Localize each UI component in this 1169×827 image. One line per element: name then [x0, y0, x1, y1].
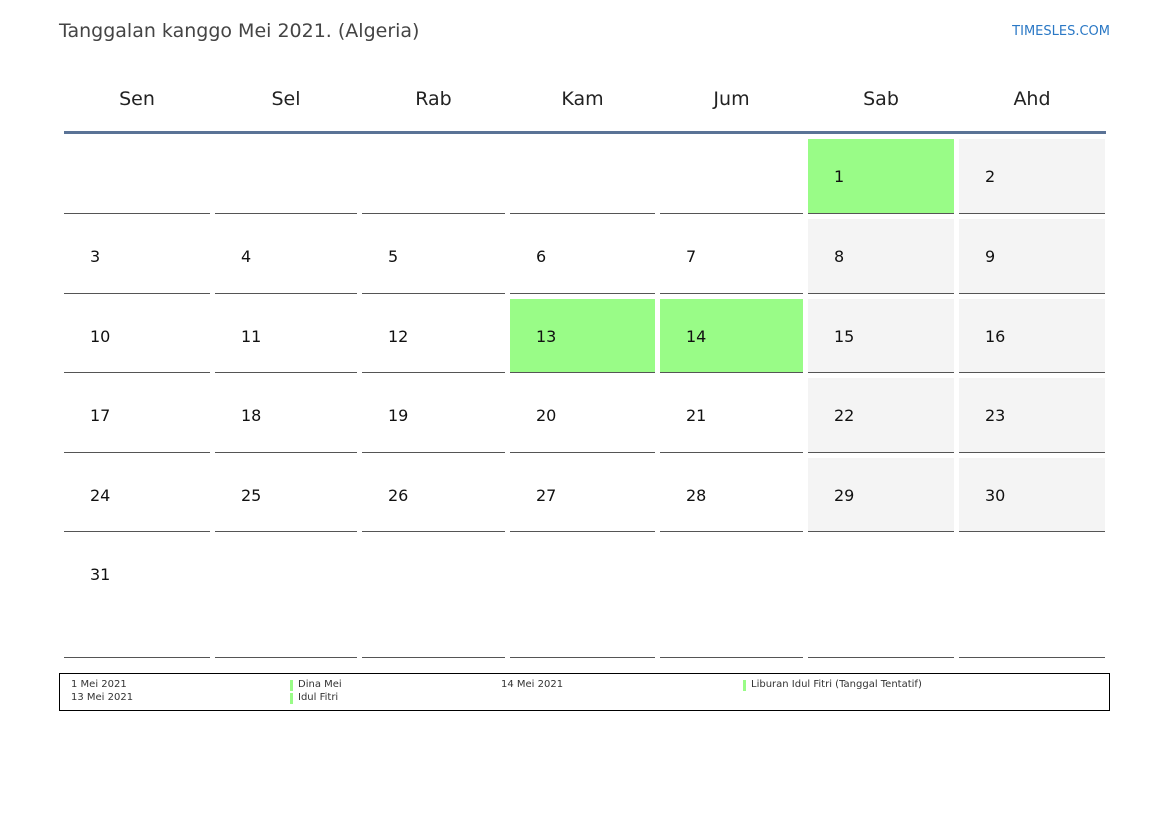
legend-name-3: Liburan Idul Fitri (Tanggal Tentatif): [751, 679, 922, 690]
day-number: 6: [536, 247, 547, 266]
day-number: 26: [388, 486, 409, 505]
day-number: 29: [834, 486, 855, 505]
day-cell[interactable]: 13: [510, 299, 655, 373]
day-number: 11: [241, 327, 262, 346]
day-number: 25: [241, 486, 262, 505]
empty-day-cell: [660, 537, 803, 658]
day-cell[interactable]: 9: [959, 219, 1105, 294]
legend-color-marker: [743, 680, 746, 691]
day-cell[interactable]: 15: [808, 299, 954, 373]
legend-name-1: Dina Mei: [298, 679, 342, 690]
empty-day-cell: [215, 139, 357, 214]
day-number: 2: [985, 167, 996, 186]
day-cell[interactable]: 21: [660, 378, 803, 453]
empty-day-cell: [510, 139, 655, 214]
empty-day-cell: [362, 537, 505, 658]
weekday-header: Sel: [271, 88, 301, 110]
legend-color-marker: [290, 680, 293, 691]
day-cell[interactable]: 27: [510, 458, 655, 532]
day-cell[interactable]: 11: [215, 299, 357, 373]
day-cell[interactable]: 10: [64, 299, 210, 373]
day-cell[interactable]: 1: [808, 139, 954, 214]
day-number: 17: [90, 406, 111, 425]
empty-day-cell: [64, 139, 210, 214]
legend-date-3: 14 Mei 2021: [501, 679, 564, 690]
weekday-header: Ahd: [1013, 88, 1051, 110]
day-cell[interactable]: 5: [362, 219, 505, 294]
weekday-header: Jum: [713, 88, 750, 110]
day-cell[interactable]: 17: [64, 378, 210, 453]
weekday-header-row: Sen Sel Rab Kam Jum Sab Ahd: [64, 78, 1106, 132]
day-number: 24: [90, 486, 111, 505]
day-number: 21: [686, 406, 707, 425]
day-number: 4: [241, 247, 252, 266]
day-cell[interactable]: 23: [959, 378, 1105, 453]
legend-date-1: 1 Mei 2021: [71, 679, 127, 690]
day-number: 10: [90, 327, 111, 346]
day-cell[interactable]: 3: [64, 219, 210, 294]
day-cell[interactable]: 20: [510, 378, 655, 453]
day-number: 5: [388, 247, 399, 266]
day-number: 7: [686, 247, 697, 266]
empty-day-cell: [959, 537, 1105, 658]
day-cell[interactable]: 29: [808, 458, 954, 532]
day-number: 28: [686, 486, 707, 505]
day-cell[interactable]: 18: [215, 378, 357, 453]
weekday-header: Rab: [415, 88, 452, 110]
day-number: 20: [536, 406, 557, 425]
empty-day-cell: [362, 139, 505, 214]
page-title: Tanggalan kanggo Mei 2021. (Algeria): [59, 20, 420, 42]
day-cell[interactable]: 7: [660, 219, 803, 294]
day-cell[interactable]: 22: [808, 378, 954, 453]
day-number: 18: [241, 406, 262, 425]
holiday-legend: 1 Mei 2021 Dina Mei 14 Mei 2021 Liburan …: [59, 673, 1110, 711]
day-cell[interactable]: 6: [510, 219, 655, 294]
day-number: 22: [834, 406, 855, 425]
legend-color-marker: [290, 693, 293, 704]
day-cell[interactable]: 25: [215, 458, 357, 532]
day-number: 12: [388, 327, 409, 346]
day-number: 27: [536, 486, 557, 505]
day-cell[interactable]: 24: [64, 458, 210, 532]
weekday-header: Kam: [561, 88, 604, 110]
legend-name-2: Idul Fitri: [298, 692, 339, 703]
empty-day-cell: [215, 537, 357, 658]
day-number: 16: [985, 327, 1006, 346]
day-cell[interactable]: 28: [660, 458, 803, 532]
legend-date-2: 13 Mei 2021: [71, 692, 134, 703]
day-cell[interactable]: 26: [362, 458, 505, 532]
day-cell[interactable]: 8: [808, 219, 954, 294]
day-number: 13: [536, 327, 557, 346]
day-number: 15: [834, 327, 855, 346]
day-number: 30: [985, 486, 1006, 505]
day-number: 23: [985, 406, 1006, 425]
weekday-header: Sen: [119, 88, 155, 110]
day-number: 8: [834, 247, 845, 266]
day-number: 14: [686, 327, 707, 346]
day-cell[interactable]: 2: [959, 139, 1105, 214]
empty-day-cell: [510, 537, 655, 658]
day-cell[interactable]: 12: [362, 299, 505, 373]
day-cell[interactable]: 14: [660, 299, 803, 373]
empty-day-cell: [808, 537, 954, 658]
day-cell[interactable]: 4: [215, 219, 357, 294]
day-cell[interactable]: 19: [362, 378, 505, 453]
day-number: 1: [834, 167, 845, 186]
day-number: 31: [90, 565, 111, 584]
day-cell[interactable]: 31: [64, 537, 210, 658]
weekday-header: Sab: [863, 88, 899, 110]
day-cell[interactable]: 30: [959, 458, 1105, 532]
day-cell[interactable]: 16: [959, 299, 1105, 373]
day-number: 3: [90, 247, 101, 266]
header-divider: [64, 131, 1106, 134]
empty-day-cell: [660, 139, 803, 214]
day-number: 19: [388, 406, 409, 425]
day-number: 9: [985, 247, 996, 266]
brand-link[interactable]: TIMESLES.COM: [1012, 24, 1110, 39]
